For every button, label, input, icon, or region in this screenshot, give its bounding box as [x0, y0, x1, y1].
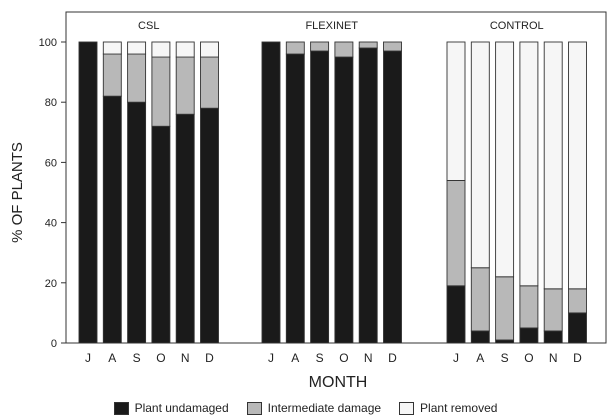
bar-segment [568, 312, 587, 344]
bar-segment [127, 53, 147, 103]
panel-title: FLEXINET [305, 20, 358, 32]
legend-item-intermediate: Intermediate damage [246, 401, 382, 415]
y-tick-label: 100 [39, 37, 57, 49]
bar-segment [543, 41, 563, 290]
bar-segment [495, 276, 515, 341]
bar-segment [200, 56, 219, 109]
bar-segment [568, 288, 587, 314]
bar-segment [310, 50, 330, 344]
bar-segment [519, 41, 539, 287]
bar-segment [285, 53, 305, 344]
legend-item-undamaged: Plant undamaged [113, 401, 229, 415]
bar-segment [127, 41, 147, 55]
x-tick-label: J [453, 351, 459, 365]
x-tick-label: N [181, 351, 190, 365]
y-tick-label: 80 [45, 97, 57, 109]
bar-segment [334, 41, 354, 58]
bar-segment [310, 41, 330, 52]
bar-segment [383, 50, 402, 344]
bar-segment [519, 285, 539, 329]
x-tick-label: D [388, 351, 397, 365]
x-tick-label: S [133, 351, 141, 365]
bar-segment [334, 56, 354, 344]
legend-label-intermediate: Intermediate damage [267, 401, 382, 415]
bar-segment [495, 41, 515, 278]
y-tick-label: 0 [51, 338, 57, 350]
bar-segment [102, 95, 122, 344]
bar-segment [151, 125, 171, 344]
legend-label-removed: Plant removed [420, 401, 498, 415]
x-tick-label: A [476, 351, 484, 365]
y-tick-label: 40 [45, 218, 57, 230]
bar-segment [543, 288, 563, 332]
legend-swatch-undamaged [113, 401, 129, 415]
bar-segment [127, 101, 147, 344]
bar-segment [495, 339, 515, 344]
legend-swatch-removed [399, 401, 415, 415]
bar-segment [285, 41, 305, 55]
bar-segment [175, 56, 195, 115]
x-tick-label: A [291, 351, 299, 365]
x-tick-label: J [268, 351, 274, 365]
bar-segment [261, 41, 281, 344]
bar-segment [151, 56, 171, 127]
bar-segment [175, 41, 195, 58]
bar-segment [568, 41, 587, 290]
bar-segment [446, 285, 466, 344]
x-tick-label: O [156, 351, 165, 365]
legend-item-removed: Plant removed [399, 401, 497, 415]
bar-segment [175, 113, 195, 344]
x-tick-label: O [339, 351, 348, 365]
bar-segment [470, 267, 490, 332]
legend-label-undamaged: Plant undamaged [134, 401, 229, 415]
bar-segment [358, 41, 378, 49]
bar-segment [446, 41, 466, 181]
x-tick-label: N [364, 351, 373, 365]
x-tick-label: A [108, 351, 116, 365]
bar-segment [446, 180, 466, 287]
x-tick-label: D [205, 351, 214, 365]
x-axis-label: MONTH [309, 374, 368, 391]
bar-segment [543, 330, 563, 344]
bar-segment [358, 47, 378, 344]
bar-segment [200, 107, 219, 344]
y-axis-label: % OF PLANTS [9, 142, 26, 243]
bar-segment [78, 41, 98, 344]
x-tick-label: J [85, 351, 91, 365]
y-tick-label: 20 [45, 278, 57, 290]
panel-title: CSL [138, 20, 159, 32]
panel-title: CONTROL [490, 20, 544, 32]
bar-segment [200, 41, 219, 58]
y-tick-label: 60 [45, 157, 57, 169]
bar-segment [102, 53, 122, 97]
bar-segment [151, 41, 171, 58]
x-tick-label: S [501, 351, 509, 365]
bar-segment [102, 41, 122, 55]
bar-segment [470, 330, 490, 344]
legend-swatch-intermediate [246, 401, 262, 415]
x-tick-label: S [316, 351, 324, 365]
x-tick-label: N [549, 351, 558, 365]
bar-segment [383, 41, 402, 52]
x-tick-label: D [573, 351, 582, 365]
bar-segment [519, 327, 539, 344]
bar-segment [470, 41, 490, 269]
x-tick-label: O [524, 351, 533, 365]
legend: Plant undamaged Intermediate damage Plan… [0, 398, 611, 418]
